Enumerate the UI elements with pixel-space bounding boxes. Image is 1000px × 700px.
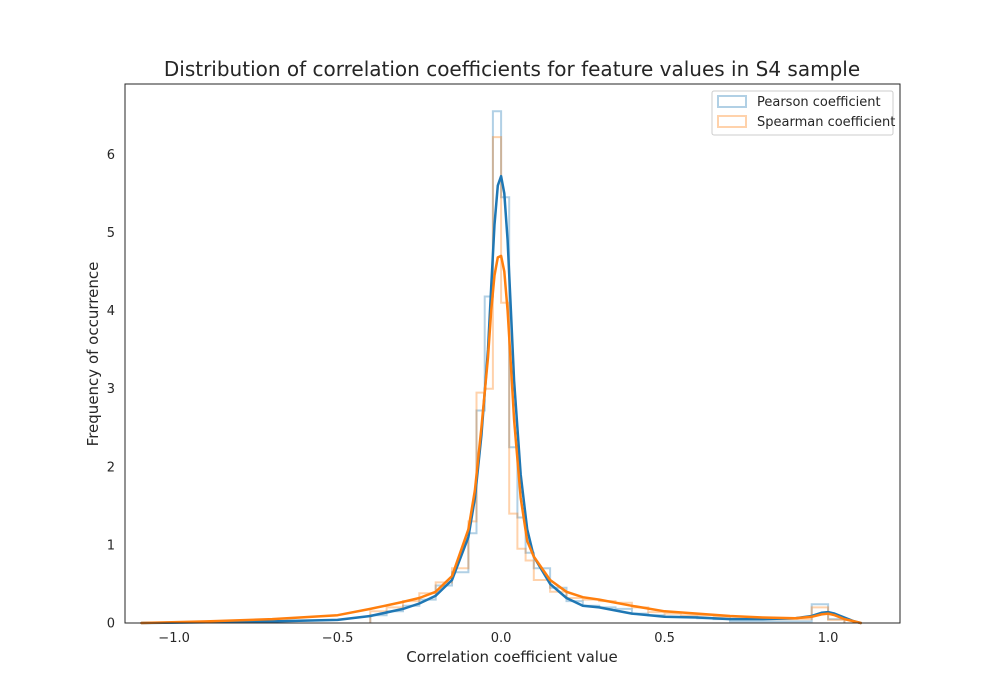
x-tick-label: −0.5: [322, 631, 354, 646]
y-tick-label: 0: [107, 617, 115, 632]
y-tick-label: 5: [107, 226, 115, 241]
legend-swatch-spearman: [717, 115, 747, 128]
kde-line-spearman: [140, 254, 863, 625]
y-tick-label: 2: [107, 460, 115, 475]
x-tick-label: 0.5: [654, 631, 675, 646]
y-tick-label: 1: [107, 538, 115, 553]
x-tick-label: 0.0: [491, 631, 512, 646]
plot-area: [140, 110, 863, 625]
axis-ticks: −1.0 −0.5 0.0 0.5 1.0 0 1 2 3 4 5 6: [107, 148, 839, 646]
y-axis-label: Frequency of occurrence: [84, 262, 102, 447]
axes-frame: [124, 83, 901, 624]
y-tick-label: 6: [107, 148, 115, 163]
legend-label-pearson: Pearson coefficient: [757, 95, 881, 110]
legend: Pearson coefficient Spearman coefficient: [711, 90, 895, 136]
y-tick-label: 3: [107, 382, 115, 397]
x-tick-label: 1.0: [818, 631, 839, 646]
chart-title: Distribution of correlation coefficients…: [164, 57, 860, 81]
x-axis-label: Correlation coefficient value: [406, 648, 617, 666]
legend-swatch-pearson: [717, 95, 747, 108]
y-tick-label: 4: [107, 304, 115, 319]
legend-label-spearman: Spearman coefficient: [757, 115, 895, 130]
legend-box: [711, 90, 894, 136]
x-tick-label: −1.0: [158, 631, 190, 646]
